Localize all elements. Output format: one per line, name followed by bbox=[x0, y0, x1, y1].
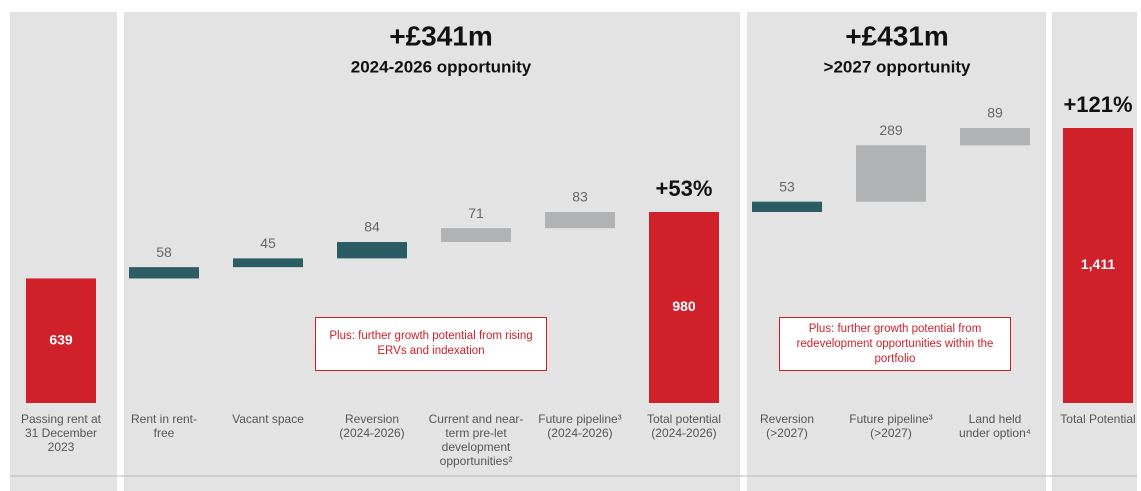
panel-headline: +£431m bbox=[845, 20, 949, 51]
panel-subtitle: 2024-2026 opportunity bbox=[351, 57, 532, 76]
value-label: 83 bbox=[572, 189, 588, 205]
panel bbox=[124, 12, 740, 491]
category-label: Total Potential bbox=[1060, 412, 1136, 426]
category-label: Reversion (>2027) bbox=[759, 412, 815, 440]
bar bbox=[1063, 128, 1133, 403]
bar bbox=[752, 201, 822, 213]
category-label: Reversion (2024-2026) bbox=[339, 412, 405, 440]
value-label: 289 bbox=[879, 122, 903, 138]
bar bbox=[649, 212, 719, 403]
panel-headline: +£341m bbox=[389, 20, 493, 51]
category-label: Land held under option⁴ bbox=[959, 412, 1031, 440]
value-label: 71 bbox=[468, 205, 484, 221]
total-annotation: +53% bbox=[656, 176, 713, 201]
category-label: Future pipeline³ (>2027) bbox=[849, 412, 933, 440]
category-label: Future pipeline³ (2024-2026) bbox=[538, 412, 622, 440]
value-label: 58 bbox=[156, 244, 172, 260]
category-label: Total potential (2024-2026) bbox=[646, 412, 722, 440]
bar bbox=[856, 145, 926, 202]
category-label: Rent in rent-free bbox=[130, 412, 198, 440]
bar bbox=[129, 267, 199, 279]
value-label: 1,411 bbox=[1081, 256, 1115, 272]
bar bbox=[960, 128, 1030, 146]
value-label: 980 bbox=[672, 298, 696, 314]
value-label: 89 bbox=[987, 105, 1003, 121]
category-label: Vacant space bbox=[232, 412, 304, 426]
bar bbox=[233, 258, 303, 268]
value-label: 45 bbox=[260, 235, 276, 251]
panel bbox=[10, 12, 117, 491]
value-label: 639 bbox=[49, 331, 73, 347]
bar bbox=[545, 212, 615, 229]
total-annotation: +121% bbox=[1063, 92, 1132, 117]
note: Plus: further growth potential from rede… bbox=[779, 317, 1011, 371]
bar bbox=[441, 228, 511, 243]
value-label: 53 bbox=[779, 178, 795, 194]
panel-subtitle: >2027 opportunity bbox=[824, 57, 971, 76]
category-label: Current and near-term pre-let developmen… bbox=[428, 412, 524, 468]
bar bbox=[337, 242, 407, 259]
value-label: 84 bbox=[364, 219, 380, 235]
note: Plus: further growth potential from risi… bbox=[315, 317, 547, 371]
panel bbox=[747, 12, 1046, 491]
bar bbox=[26, 278, 96, 403]
category-label: Passing rent at 31 December 2023 bbox=[20, 412, 102, 454]
